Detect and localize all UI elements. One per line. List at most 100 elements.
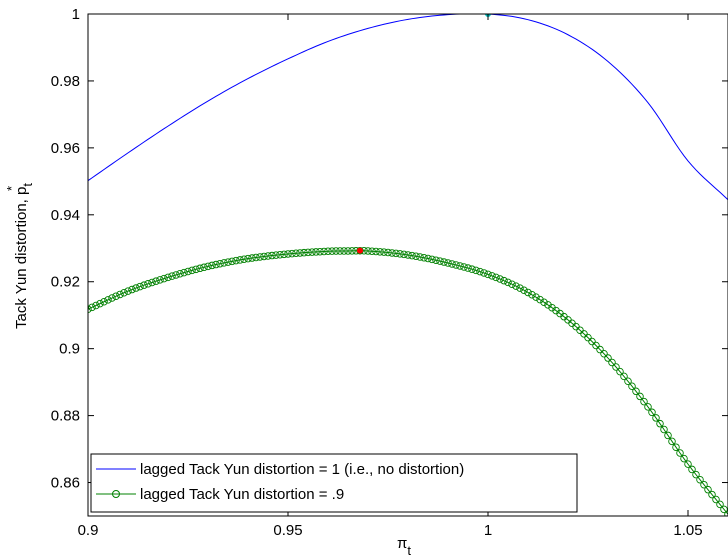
series-2-marker [676,449,684,457]
series-2-marker [180,268,188,277]
series-2-marker [652,414,660,422]
series-2-marker [160,274,168,283]
series-2-marker [400,250,408,259]
series-2-marker [332,247,340,255]
series-2-marker [424,254,432,263]
series-2-marker [320,247,328,256]
series-2-marker [264,252,272,260]
series-2-marker [92,301,100,310]
series-2-marker [600,349,608,358]
series-2-marker [108,294,116,302]
series-2-marker [584,333,592,342]
y-axis-label-main: Tack Yun distortion, p [13,187,30,329]
series-2-marker [616,367,624,376]
series-2-marker [248,254,256,262]
series-2-marker [252,253,260,262]
series-2-marker [356,246,364,255]
series-2-marker [544,301,552,309]
plot-area [88,14,728,516]
series-2-marker [304,248,312,257]
series-2-marker [528,291,536,299]
series-2-marker [480,269,488,277]
series-2-marker [608,358,616,367]
series-2-marker [344,247,352,255]
x-tick-label: 1.05 [673,522,702,539]
y-tick-label: 1 [72,6,80,23]
series-2-marker [532,293,540,301]
series-2-marker [540,298,548,306]
series-2-peak-point [357,247,363,254]
series-2-marker [112,292,120,300]
series-2-marker [328,247,336,255]
series-2-marker [504,278,512,287]
series-2-marker [704,485,712,494]
series-2-marker [272,251,280,259]
series-2-marker [104,296,112,304]
series-2-marker [588,337,596,346]
series-2-marker [700,480,708,489]
series-2-marker [412,252,420,261]
legend-marker-series-2 [112,490,120,498]
series-2-marker [268,251,276,260]
x-tick-label: 0.95 [273,522,302,539]
legend: lagged Tack Yun distortion = 1 (i.e., no… [90,453,578,513]
series-2-marker [260,252,268,261]
series-2-marker [216,259,224,268]
series-2-marker [712,495,720,504]
series-2-marker [184,267,192,276]
series-2-marker [200,263,208,272]
series-2-marker [492,273,500,282]
y-axis-label-superscript: * [4,186,19,191]
series-2-marker [672,443,680,451]
series-2-marker [376,248,384,256]
series-2-marker [120,288,128,297]
series-2-marker [716,500,724,509]
ticks-layer: 0.9 0.95 1 1.05 0.86 0.88 0.9 0.92 0.94 0.96 0.98 1 [51,6,728,539]
series-2-marker [144,280,152,288]
y-tick-label: 0.9 [59,341,80,358]
series-2-marker [460,263,468,271]
series-2-marker [220,259,228,267]
series-2-marker [364,247,372,255]
x-axis-label: πt [397,535,411,558]
series-2-marker [276,250,284,259]
series-2-marker [468,265,476,273]
series-2-marker [496,275,504,283]
series-2-marker [140,281,148,289]
series-2-marker [256,253,264,261]
series-2-marker [128,285,136,294]
series-2-marker [380,248,388,256]
series-2-marker [692,470,700,479]
series-2-marker [580,330,588,338]
series-2-marker [508,280,516,288]
series-2-marker [688,465,696,474]
series-2-marker [464,264,472,272]
series-2-marker [388,249,396,257]
series-2-marker [88,305,92,313]
series-2-marker [88,303,96,312]
series-2-marker [660,425,668,434]
series-2-marker [432,256,440,264]
y-tick-label: 0.98 [51,73,80,90]
series-2-marker [632,387,640,396]
series-2-marker [596,345,604,354]
series-2-marker [456,262,464,270]
series-2-marker [244,254,252,263]
series-2-marker [628,382,636,390]
series-2-marker [684,460,692,468]
series-2-marker [720,505,728,514]
series-2-marker [520,286,528,294]
series-2 [88,246,728,516]
series-2-marker [440,258,448,266]
series-2-marker [172,271,180,279]
legend-label-series-2: lagged Tack Yun distortion = .9 [140,486,344,503]
x-axis-label-main: π [397,535,407,552]
series-2-line [88,250,728,515]
series-2-marker [624,377,632,386]
series-2-marker [316,247,324,256]
y-tick-label: 0.88 [51,408,80,425]
series-2-marker [392,249,400,258]
series-2-marker [644,403,652,411]
series-2-marker [284,250,292,258]
x-tick-label: 0.9 [78,522,99,539]
